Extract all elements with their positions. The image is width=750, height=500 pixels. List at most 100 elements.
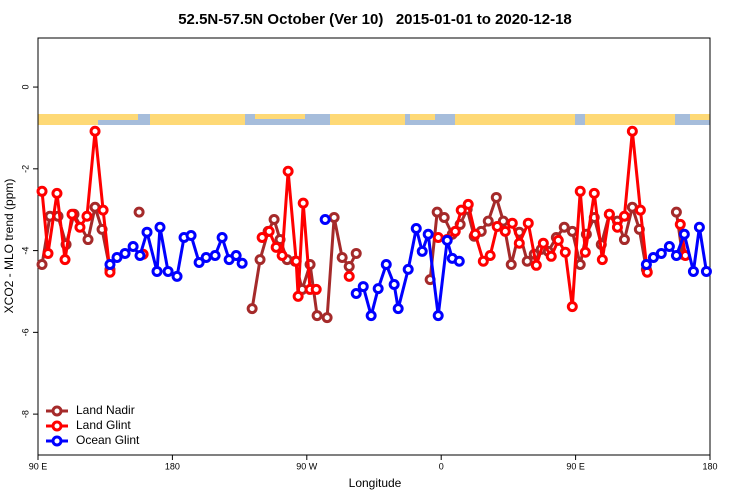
point: [545, 250, 557, 262]
point: [522, 217, 534, 229]
legend-label: Ocean Glint: [76, 433, 140, 447]
point: [127, 241, 139, 252]
point: [216, 232, 228, 244]
point: [655, 247, 667, 259]
point: [566, 225, 578, 237]
point: [162, 265, 174, 277]
point: [89, 125, 101, 137]
point: [678, 228, 690, 240]
point: [453, 255, 465, 267]
point: [42, 247, 54, 259]
point: [154, 221, 166, 233]
point: [372, 283, 384, 295]
point: [432, 232, 444, 244]
point: [350, 247, 362, 259]
x-tick-label: 90 W: [296, 461, 318, 471]
point: [310, 283, 322, 295]
point: [700, 265, 712, 277]
point: [276, 249, 288, 261]
x-axis-label: Longitude: [349, 476, 402, 490]
point: [596, 254, 608, 266]
point: [416, 245, 428, 257]
point: [455, 204, 467, 216]
point: [209, 249, 221, 261]
point: [74, 221, 86, 233]
point: [365, 310, 377, 322]
point: [674, 218, 686, 230]
y-tick-label: -4: [20, 247, 30, 255]
point: [104, 258, 116, 270]
point: [292, 290, 304, 302]
point: [530, 259, 542, 271]
point: [611, 221, 623, 233]
y-tick-label: -6: [20, 328, 30, 336]
point: [392, 303, 404, 315]
map-strip: [38, 114, 710, 125]
point: [319, 214, 331, 226]
point: [513, 237, 525, 249]
legend-marker: [51, 405, 63, 417]
point: [357, 281, 369, 293]
point: [410, 223, 422, 235]
point: [663, 241, 675, 252]
point: [558, 221, 570, 233]
point: [469, 228, 481, 240]
point: [438, 211, 450, 223]
x-tick-label: 180: [165, 461, 180, 471]
point: [402, 263, 414, 275]
point: [36, 185, 48, 197]
point: [559, 246, 571, 258]
legend-marker: [51, 420, 63, 432]
point: [537, 237, 549, 249]
point: [350, 288, 362, 300]
point: [552, 234, 564, 246]
point: [574, 185, 586, 197]
y-tick-label: -8: [20, 410, 30, 418]
point: [574, 258, 586, 270]
point: [134, 249, 146, 261]
point: [193, 256, 205, 268]
point: [506, 217, 518, 229]
point: [693, 221, 705, 233]
legend-label: Land Nadir: [76, 403, 135, 417]
point: [51, 187, 63, 199]
point: [200, 252, 212, 264]
point: [311, 310, 323, 322]
x-tick-label: 180: [702, 461, 717, 471]
point: [263, 225, 275, 237]
point: [151, 265, 163, 277]
point: [432, 310, 444, 322]
point: [626, 125, 638, 137]
point: [171, 270, 183, 282]
point: [618, 210, 630, 222]
y-tick-label: -2: [20, 165, 30, 173]
point: [321, 312, 333, 324]
point: [687, 265, 699, 277]
point: [268, 214, 280, 226]
point: [185, 229, 197, 241]
point: [81, 210, 93, 222]
point: [256, 232, 268, 244]
point: [97, 204, 109, 216]
point: [499, 225, 511, 237]
y-axis-label: XCO2 - MLO trend (ppm): [2, 179, 16, 314]
point: [670, 206, 682, 218]
y-tick-label: 0: [20, 85, 30, 90]
point: [282, 165, 294, 177]
point: [133, 206, 145, 218]
point: [521, 255, 533, 267]
point: [336, 252, 348, 264]
point: [634, 204, 646, 216]
point: [66, 208, 78, 220]
x-tick-label: 0: [439, 461, 444, 471]
point: [603, 208, 615, 220]
point: [343, 261, 355, 273]
point: [59, 254, 71, 266]
point: [422, 228, 434, 240]
chart-title: 52.5N-57.5N October (Ver 10) 2015-01-01 …: [178, 11, 572, 28]
point: [388, 279, 400, 291]
point: [111, 252, 123, 264]
point: [491, 220, 503, 232]
